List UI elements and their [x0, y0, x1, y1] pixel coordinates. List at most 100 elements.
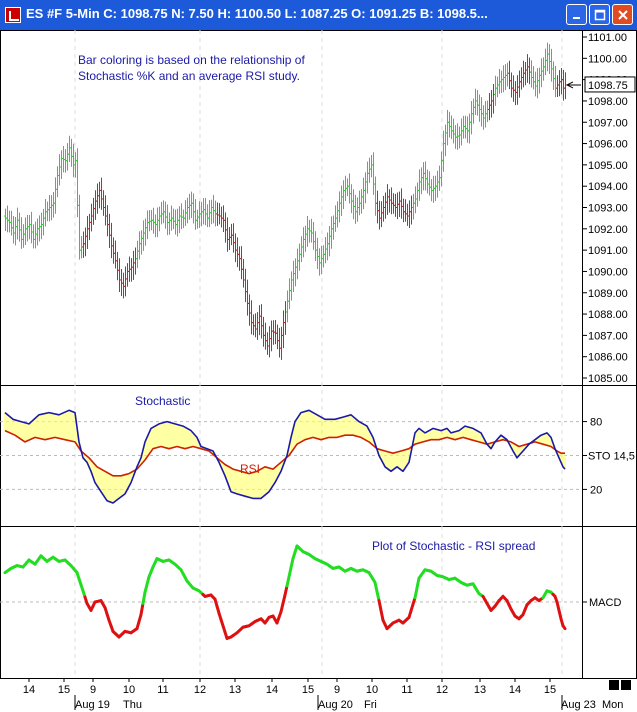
price-bar	[382, 195, 385, 222]
spread-tick-label: MACD	[589, 597, 621, 609]
price-tick-label: 1086.00	[588, 352, 628, 364]
price-bar	[328, 225, 331, 257]
price-bar	[390, 187, 393, 215]
price-bar	[316, 237, 319, 270]
price-bar	[58, 154, 61, 186]
price-bar	[100, 177, 103, 210]
price-bar	[96, 183, 99, 214]
price-bar	[194, 199, 197, 230]
price-bar	[510, 72, 513, 98]
price-tick-label: 1085.00	[588, 373, 628, 385]
price-bar	[74, 152, 77, 178]
title-bar: ES #F 5-Min C: 1098.75 N: 7.50 H: 1100.5…	[0, 0, 637, 30]
chart-app-icon[interactable]	[5, 7, 21, 23]
price-bar	[236, 237, 239, 268]
price-bar	[68, 135, 71, 162]
price-bar	[440, 151, 443, 187]
price-bar	[310, 218, 313, 243]
price-bar	[338, 191, 341, 223]
spread-title: Plot of Stochastic - RSI spread	[372, 539, 535, 553]
price-bar	[124, 266, 127, 297]
price-bar	[88, 213, 91, 241]
price-bar	[244, 268, 247, 303]
price-bar	[480, 97, 483, 127]
price-bar	[4, 208, 7, 231]
price-bar	[198, 201, 201, 228]
price-bar	[116, 251, 119, 281]
time-tick-label: 11	[401, 684, 412, 696]
price-bar	[284, 301, 287, 335]
price-bar	[502, 65, 505, 93]
price-tick-label: 1095.00	[588, 160, 628, 172]
price-bar	[46, 201, 49, 222]
price-bar	[112, 237, 115, 264]
price-tick-label: 1093.00	[588, 203, 628, 215]
price-tick-label: 1090.00	[588, 266, 628, 278]
price-bar	[384, 192, 387, 219]
price-bar	[302, 227, 305, 258]
price-bar	[496, 76, 499, 98]
price-bar	[48, 195, 51, 222]
price-bar	[346, 178, 349, 197]
rsi-label: RSI	[240, 462, 260, 476]
chart-area[interactable]: 1101.001100.001099.001098.001097.001096.…	[0, 30, 637, 712]
scroll-square	[609, 680, 619, 690]
price-bar	[524, 62, 527, 86]
price-bar	[292, 260, 295, 292]
price-bar	[140, 230, 143, 255]
price-bar	[486, 100, 489, 122]
price-bar	[114, 240, 117, 269]
price-bar	[546, 42, 549, 72]
price-bar	[464, 115, 467, 139]
price-tick-label: 1098.00	[588, 96, 628, 108]
price-bar	[268, 326, 271, 358]
time-tick-label: 12	[436, 684, 448, 696]
price-bar	[38, 215, 41, 242]
price-bar	[304, 225, 307, 252]
price-bar	[256, 312, 259, 340]
window-title: ES #F 5-Min C: 1098.75 N: 7.50 H: 1100.5…	[26, 6, 488, 21]
price-bar	[110, 222, 113, 259]
spread-line-segment	[285, 575, 291, 588]
price-bar	[446, 109, 449, 146]
date-label: Aug 19	[75, 699, 110, 711]
price-bar	[274, 319, 277, 345]
price-bar	[222, 205, 225, 232]
price-bar	[504, 64, 507, 91]
scroll-square	[621, 680, 631, 690]
price-bar	[224, 212, 227, 243]
minimize-icon	[572, 16, 580, 19]
time-tick-label: 14	[23, 684, 35, 696]
price-bar	[280, 326, 283, 360]
price-bar	[428, 171, 431, 196]
chart-frame	[0, 30, 637, 679]
price-bar	[492, 83, 495, 114]
date-label: Fri	[364, 699, 377, 711]
minimize-button[interactable]	[566, 4, 587, 25]
close-button[interactable]	[612, 4, 633, 25]
price-bar	[370, 155, 373, 178]
price-bar	[488, 93, 491, 121]
spread-line-segment	[375, 590, 381, 603]
price-bar	[360, 189, 363, 214]
price-tick-label: 1096.00	[588, 139, 628, 151]
price-bar	[366, 161, 369, 194]
price-bar	[458, 126, 461, 149]
maximize-button[interactable]	[589, 4, 610, 25]
last-price-label: 1098.75	[588, 80, 628, 92]
price-bar	[378, 200, 381, 230]
price-bar	[516, 75, 519, 105]
spread-line-segment	[379, 608, 385, 622]
price-bar	[246, 279, 249, 316]
price-bar	[218, 203, 221, 225]
date-label: Thu	[123, 699, 142, 711]
price-bar	[94, 190, 97, 220]
spread-line-segment	[139, 601, 145, 617]
price-bar	[182, 209, 185, 229]
time-tick-label: 10	[123, 684, 135, 696]
price-bar	[474, 88, 477, 116]
price-bar	[242, 258, 245, 288]
chart-canvas[interactable]: 1101.001100.001099.001098.001097.001096.…	[0, 30, 637, 712]
price-bar	[434, 175, 437, 201]
price-bar	[154, 214, 157, 238]
